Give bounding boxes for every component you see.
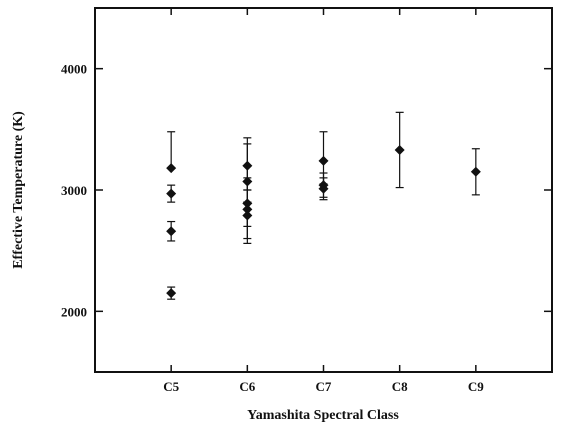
- data-point: [166, 286, 177, 300]
- data-marker-diamond: [470, 166, 481, 177]
- y-axis-label: Effective Temperature (K): [11, 111, 26, 269]
- y-tick-label: 3000: [61, 183, 87, 198]
- y-tick-label: 4000: [61, 62, 87, 77]
- data-marker-diamond: [242, 210, 253, 221]
- data-marker-diamond: [166, 288, 177, 299]
- data-marker-diamond: [166, 188, 177, 199]
- x-tick-label: C5: [163, 379, 179, 394]
- data-marker-diamond: [318, 183, 329, 194]
- y-tick-label: 2000: [61, 304, 87, 319]
- data-point: [318, 177, 329, 201]
- data-marker-diamond: [394, 144, 405, 155]
- x-tick-label: C9: [468, 379, 484, 394]
- data-marker-diamond: [166, 226, 177, 237]
- data-marker-diamond: [166, 163, 177, 174]
- data-point: [470, 148, 481, 196]
- x-tick-label: C6: [239, 379, 255, 394]
- data-point: [166, 184, 177, 203]
- data-point: [166, 131, 177, 174]
- y-axis: 2000 3000 4000: [61, 62, 552, 319]
- data-marker-diamond: [318, 155, 329, 166]
- x-tick-label: C8: [392, 379, 408, 394]
- data-point: [242, 201, 253, 227]
- x-axis-label: Yamashita Spectral Class: [247, 408, 399, 423]
- x-axis: C5 C6 C7 C8 C9: [163, 8, 484, 394]
- data-point: [166, 220, 177, 242]
- data-point: [394, 111, 405, 189]
- x-tick-label: C7: [316, 379, 332, 394]
- data-marks: [166, 111, 481, 300]
